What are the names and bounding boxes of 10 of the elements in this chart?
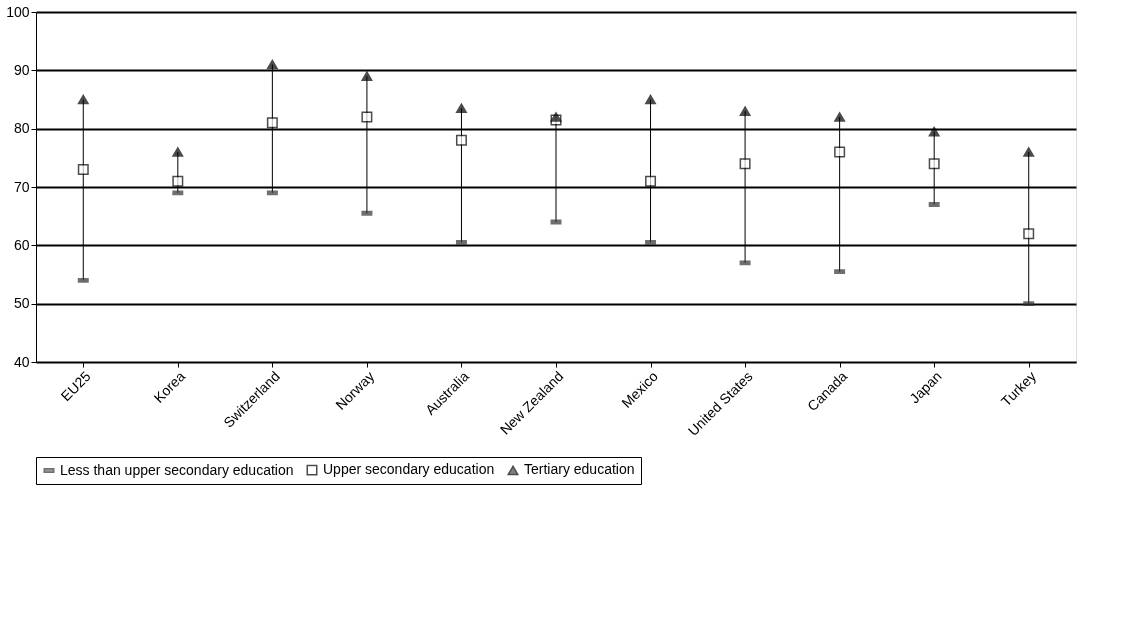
y-tick-label: 60	[13, 236, 30, 253]
legend-label: Tertiary education	[524, 461, 635, 478]
y-tick-label: 40	[13, 353, 30, 370]
y-tick-label: 80	[13, 120, 30, 137]
legend-label: Less than upper secondary education	[60, 461, 294, 478]
y-tick-label: 50	[13, 295, 30, 312]
y-tick-label: 70	[13, 178, 30, 195]
legend-label: Upper secondary education	[323, 461, 495, 478]
y-tick-label: 100	[6, 3, 30, 20]
y-tick-label: 90	[13, 61, 30, 78]
